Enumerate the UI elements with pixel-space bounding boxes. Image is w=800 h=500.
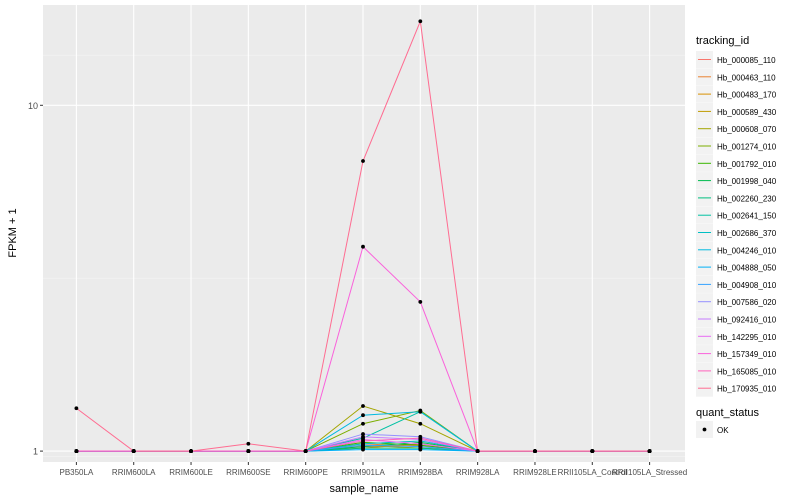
x-axis: PB350LA RRIM600LA RRIM600LE RRIM600SE RRIM60… — [59, 462, 687, 477]
legend-label: Hb_001998_040 — [717, 177, 777, 186]
legend-label: Hb_000463_110 — [717, 73, 776, 82]
legend-label: Hb_000589_430 — [717, 108, 777, 117]
data-point — [361, 159, 365, 163]
legend-label: Hb_007586_020 — [717, 298, 777, 307]
legend-label: Hb_002260_230 — [717, 194, 777, 203]
data-point — [533, 449, 537, 454]
legend-label: Hb_001274_010 — [717, 143, 777, 152]
x-tick-label: RRIM600PE — [283, 468, 327, 477]
data-point — [361, 443, 365, 448]
data-point — [418, 300, 423, 304]
legend-label: Hb_157349_010 — [717, 350, 777, 359]
legend-label: Hb_000608_070 — [717, 125, 777, 134]
data-point — [361, 404, 365, 408]
data-point — [647, 449, 652, 454]
legend-label: Hb_165085_010 — [717, 367, 777, 376]
x-tick-label: RRIM928BA — [398, 468, 443, 477]
y-axis-title: FPKM + 1 — [7, 208, 19, 257]
legend-label: Hb_002641_150 — [717, 212, 777, 221]
data-point — [418, 19, 423, 24]
data-point — [74, 406, 79, 411]
x-tick-label: RRII105LA_Stressed — [612, 468, 687, 477]
legend-items: Hb_000085_110 Hb_000463_110 Hb_000483_170 H… — [696, 51, 777, 397]
data-point — [246, 449, 251, 454]
data-point — [418, 444, 423, 449]
data-point — [131, 449, 136, 454]
data-point — [418, 436, 423, 441]
legend: tracking_id Hb_000085_110Hb_000463_110Hb… — [696, 35, 777, 438]
legend-label: Hb_004246_010 — [717, 246, 777, 255]
y-tick-label: 1 — [33, 447, 38, 457]
x-tick-label: RRIM600SE — [226, 468, 270, 477]
data-point — [418, 441, 423, 446]
x-tick-label: RRIM600LA — [112, 468, 156, 477]
legend-label: Hb_142295_010 — [717, 333, 777, 342]
data-point — [361, 413, 365, 418]
x-tick-label: RRIM928LE — [513, 468, 557, 477]
legend-label: Hb_002686_370 — [717, 229, 777, 238]
data-point — [418, 421, 423, 426]
grid — [43, 5, 685, 462]
data-point — [418, 409, 423, 414]
series-points — [74, 19, 652, 454]
x-tick-label: RRIM600LE — [169, 468, 213, 477]
data-point — [189, 449, 193, 454]
data-point — [361, 447, 365, 452]
legend-title: tracking_id — [696, 35, 749, 47]
data-point — [74, 449, 79, 454]
x-tick-label: PB350LA — [59, 468, 93, 477]
data-point — [361, 244, 365, 249]
data-point — [418, 447, 423, 452]
legend-status-label: OK — [717, 426, 729, 435]
x-tick-label: RRIM901LA — [341, 468, 385, 477]
plot-panel — [43, 5, 685, 462]
y-axis: 1 10 — [28, 101, 43, 457]
legend-label: Hb_170935_010 — [717, 385, 777, 394]
data-point — [475, 449, 480, 454]
legend-label: Hb_000483_170 — [717, 91, 777, 100]
data-point — [590, 449, 595, 454]
legend-label: Hb_004888_050 — [717, 264, 777, 273]
x-tick-label: RRIM928LA — [456, 468, 500, 477]
legend-label: Hb_092416_010 — [717, 316, 777, 325]
data-point — [361, 434, 365, 439]
data-point — [361, 432, 365, 436]
x-tick-label: RRII105LA_Control — [558, 468, 628, 477]
data-point — [361, 421, 365, 426]
legend-label: Hb_004908_010 — [717, 281, 777, 290]
legend-label: Hb_001792_010 — [717, 160, 777, 169]
x-axis-title: sample_name — [329, 483, 398, 495]
legend-label: Hb_000085_110 — [717, 56, 776, 65]
data-point — [361, 439, 365, 443]
data-point — [303, 449, 308, 454]
legend-status-point — [702, 427, 707, 432]
legend-status-title: quant_status — [696, 407, 759, 419]
data-point — [246, 441, 251, 446]
y-tick-label: 10 — [28, 101, 38, 111]
legend-status-items: OK — [696, 421, 729, 438]
